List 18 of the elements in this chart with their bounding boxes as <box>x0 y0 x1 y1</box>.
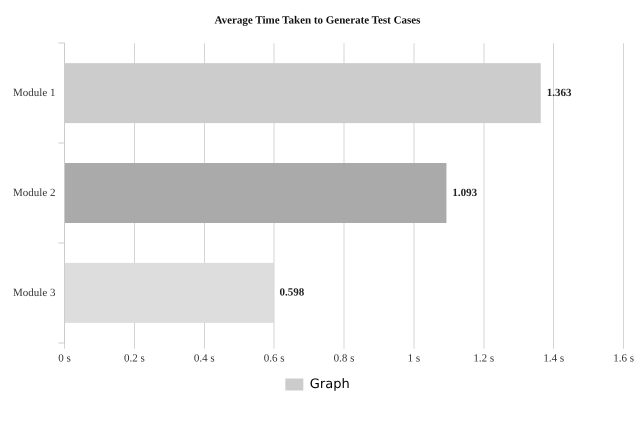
legend-label: Graph <box>310 376 350 392</box>
x-tick-label: 0.4 s <box>194 352 215 364</box>
data-label: 1.363 <box>546 86 572 99</box>
chart-title: Average Time Taken to Generate Test Cases <box>214 14 422 26</box>
data-label: 0.598 <box>279 286 305 299</box>
y-tick-label: Module 3 <box>12 286 56 299</box>
x-tick-label: 0.2 s <box>124 352 145 364</box>
x-tick-label: 0.8 s <box>334 352 354 364</box>
x-tick-label: 0.6 s <box>264 352 285 364</box>
x-tick-label: 1.6 s <box>613 352 634 364</box>
y-tick-label: Module 1 <box>12 87 56 100</box>
data-label: 1.093 <box>452 186 478 199</box>
y-tick-label: Module 2 <box>12 186 56 199</box>
bar <box>64 163 446 223</box>
x-tick-label: 1.2 s <box>473 352 494 364</box>
x-tick-label: 1 s <box>408 352 420 364</box>
x-tick-label: 0 s <box>58 352 71 364</box>
x-tick-label: 1.4 s <box>543 352 564 364</box>
